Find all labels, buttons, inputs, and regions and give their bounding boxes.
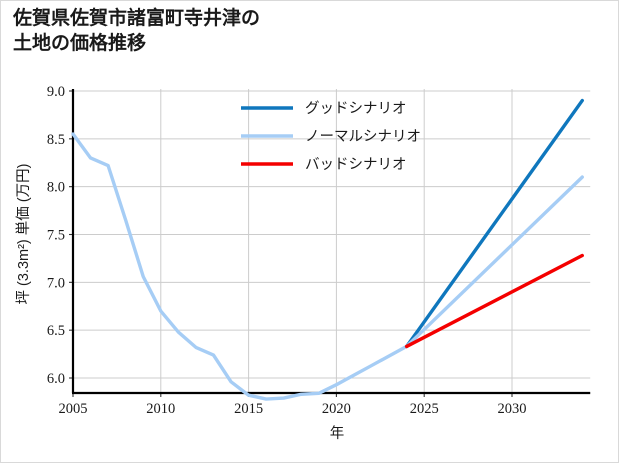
y-tick-labels: 6.0 6.5 7.0 7.5 8.0 8.5 9.0 (47, 84, 65, 387)
data-series-group (71, 98, 584, 401)
y-tick-label-0: 6.0 (47, 371, 65, 387)
x-axis-title: 年 (330, 425, 345, 442)
axis-spines (71, 89, 591, 395)
y-tick-label-3: 7.5 (47, 228, 65, 244)
chart-title-line-1: 土地の価格推移 (13, 32, 147, 54)
y-tick-label-4: 8.0 (47, 180, 65, 196)
chart-title-line-0: 佐賀県佐賀市諸富町寺井津の (13, 8, 261, 29)
y-tick-label-2: 7.0 (47, 275, 65, 291)
y-axis-title: 坪 (3.3m²) 単価 (万円) (15, 164, 32, 305)
series-line-1 (404, 98, 584, 349)
x-tick-labels: 2005 2010 2015 2020 2025 2030 (59, 401, 527, 417)
legend-label-1: ノーマルシナリオ (305, 129, 421, 145)
series-line-3 (404, 253, 584, 349)
y-tick-label-6: 9.0 (47, 84, 65, 100)
series-line-0 (71, 132, 409, 401)
x-tick-label-1: 2010 (146, 401, 175, 417)
x-tick-label-4: 2025 (410, 401, 439, 417)
legend-label-2: バッドシナリオ (305, 157, 407, 173)
x-tick-label-5: 2030 (498, 401, 527, 417)
chart-title: 佐賀県佐賀市諸富町寺井津の 土地の価格推移 (13, 7, 533, 56)
y-tick-label-1: 6.5 (47, 323, 65, 339)
x-tick-label-3: 2020 (322, 401, 351, 417)
legend-label-0: グッドシナリオ (305, 100, 407, 117)
x-tick-label-2: 2015 (234, 401, 263, 417)
x-tick-label-0: 2005 (59, 401, 88, 417)
y-tick-label-5: 8.5 (47, 132, 65, 148)
series-line-2 (404, 175, 584, 349)
